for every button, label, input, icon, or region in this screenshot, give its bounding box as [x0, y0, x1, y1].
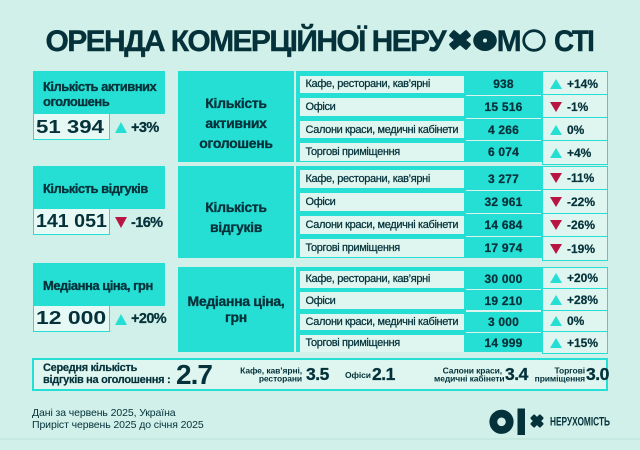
svg-text:НЕРУХОМІСТЬ: НЕРУХОМІСТЬ — [550, 417, 610, 429]
